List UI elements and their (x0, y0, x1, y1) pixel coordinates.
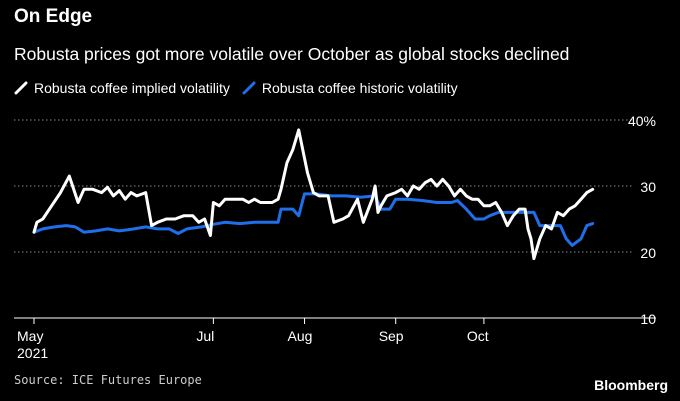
y-tick-label-30: 30 (640, 179, 656, 195)
legend-label-historic: Robusta coffee historic volatility (261, 80, 458, 96)
x-tick-label-jul: Jul (196, 328, 214, 344)
legend-swatch-implied-icon (14, 81, 28, 95)
brand-logo: Bloomberg (594, 377, 668, 393)
x-tick-label-oct: Oct (467, 328, 489, 344)
legend-swatch-historic-icon (242, 81, 256, 95)
source-note: Source: ICE Futures Europe (14, 373, 202, 387)
legend-item-implied: Robusta coffee implied volatility (14, 80, 230, 96)
legend-label-implied: Robusta coffee implied volatility (34, 80, 230, 96)
x-tick-label-aug: Aug (288, 328, 313, 344)
y-tick-label-20: 20 (640, 245, 656, 261)
y-tick-label-40: 40% (628, 113, 656, 129)
x-tick-sublabel-year: 2021 (17, 345, 48, 361)
x-tick-label-sep: Sep (379, 328, 404, 344)
series-line-historic-volatility (32, 192, 595, 247)
chart-subtitle: Robusta prices got more volatile over Oc… (14, 44, 570, 64)
chart-title: On Edge (14, 6, 93, 27)
legend-item-historic: Robusta coffee historic volatility (242, 80, 458, 96)
chart-legend: Robusta coffee implied volatility Robust… (14, 80, 470, 96)
y-tick-label-10: 10 (640, 311, 656, 327)
series-line-implied-volatility (32, 128, 595, 261)
x-tick-label-may: May (17, 328, 43, 344)
